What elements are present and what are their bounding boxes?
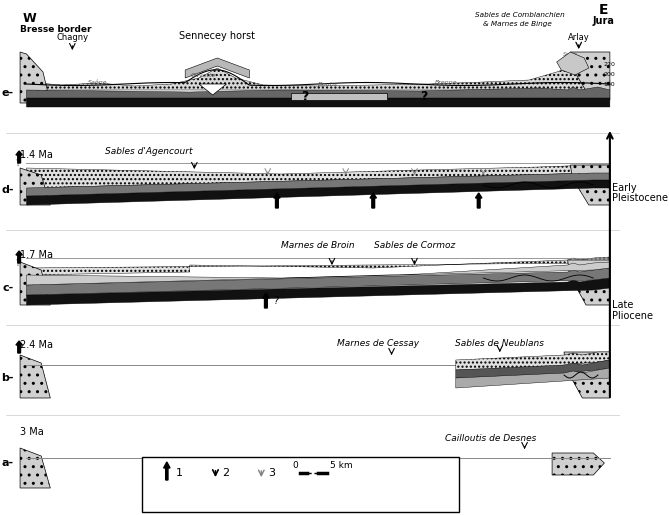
Text: a-: a-: [1, 458, 13, 468]
Text: e-: e-: [1, 88, 13, 98]
Text: ?: ?: [420, 91, 427, 104]
Text: Cailloutis de Desnes: Cailloutis de Desnes: [445, 434, 537, 443]
Text: b-: b-: [1, 373, 13, 383]
Text: 1: 1: [176, 468, 183, 478]
Text: Sables de Cormoz: Sables de Cormoz: [374, 241, 455, 250]
Polygon shape: [290, 93, 387, 100]
Text: W: W: [22, 11, 36, 25]
Text: ?: ?: [274, 296, 279, 306]
Polygon shape: [571, 165, 610, 205]
Polygon shape: [552, 453, 604, 475]
Bar: [142, 457, 458, 512]
Text: Marnes de Cessay: Marnes de Cessay: [337, 339, 419, 348]
Text: & Marnes de Binge: & Marnes de Binge: [483, 21, 552, 27]
Polygon shape: [564, 352, 610, 398]
Polygon shape: [27, 87, 610, 98]
FancyArrow shape: [274, 193, 280, 208]
Text: Saône: Saône: [88, 79, 108, 84]
Polygon shape: [27, 165, 610, 188]
Text: 1.4 Ma: 1.4 Ma: [20, 150, 53, 160]
Text: Pleistocene: Pleistocene: [611, 193, 668, 203]
Text: 5 km: 5 km: [330, 461, 353, 471]
Text: Seille: Seille: [563, 53, 578, 58]
Text: Jura: Jura: [593, 16, 614, 26]
Text: Sables de Comblanchien: Sables de Comblanchien: [475, 12, 565, 18]
Text: E: E: [599, 3, 608, 17]
FancyArrow shape: [16, 341, 22, 353]
FancyArrow shape: [476, 193, 482, 208]
Text: Doubs: Doubs: [317, 81, 337, 87]
Text: Chagny: Chagny: [56, 33, 88, 43]
Text: ?: ?: [15, 160, 19, 168]
Polygon shape: [20, 355, 50, 398]
Text: 2.4 Ma: 2.4 Ma: [20, 340, 53, 350]
Polygon shape: [456, 368, 610, 388]
Text: Sables de Neublans: Sables de Neublans: [456, 339, 545, 348]
FancyArrow shape: [16, 151, 22, 163]
Polygon shape: [27, 262, 610, 285]
Polygon shape: [20, 262, 50, 305]
Polygon shape: [20, 52, 50, 103]
Text: d-: d-: [1, 185, 13, 195]
FancyArrow shape: [263, 293, 269, 308]
Polygon shape: [27, 278, 610, 305]
Text: c-: c-: [3, 283, 13, 293]
Text: 180: 180: [603, 82, 615, 88]
Polygon shape: [27, 68, 610, 90]
Text: ?: ?: [15, 260, 19, 268]
Polygon shape: [199, 84, 226, 95]
Polygon shape: [571, 52, 610, 100]
Text: Sennecey horst: Sennecey horst: [179, 31, 256, 41]
Text: Arlay: Arlay: [568, 33, 589, 43]
Text: Bresse border: Bresse border: [20, 26, 92, 35]
Polygon shape: [27, 178, 610, 205]
Polygon shape: [20, 168, 50, 205]
Text: 1.7 Ma: 1.7 Ma: [20, 250, 53, 260]
Text: Sables d'Agencourt: Sables d'Agencourt: [105, 147, 192, 156]
Text: Brenne: Brenne: [436, 80, 458, 85]
Polygon shape: [27, 95, 610, 107]
Polygon shape: [185, 58, 250, 78]
FancyArrow shape: [164, 462, 170, 480]
Polygon shape: [456, 352, 610, 370]
Text: 0: 0: [292, 461, 298, 471]
Text: 2: 2: [222, 468, 229, 478]
Polygon shape: [27, 268, 610, 295]
Text: ?: ?: [301, 91, 308, 104]
Text: 3 Ma: 3 Ma: [20, 427, 43, 437]
Polygon shape: [27, 173, 610, 196]
Text: Early: Early: [611, 183, 636, 193]
Text: 200: 200: [603, 73, 615, 77]
Text: Pliocene: Pliocene: [611, 311, 653, 321]
Polygon shape: [27, 257, 610, 275]
Text: Late: Late: [611, 300, 633, 310]
Polygon shape: [568, 260, 610, 305]
Polygon shape: [456, 360, 610, 378]
Polygon shape: [20, 448, 50, 488]
Text: Guyotte: Guyotte: [191, 74, 216, 78]
Polygon shape: [557, 52, 589, 75]
FancyArrow shape: [16, 251, 22, 263]
Text: Marnes de Broin: Marnes de Broin: [282, 241, 355, 250]
FancyArrow shape: [370, 193, 377, 208]
Text: 3: 3: [268, 468, 275, 478]
Text: 220: 220: [603, 62, 615, 67]
